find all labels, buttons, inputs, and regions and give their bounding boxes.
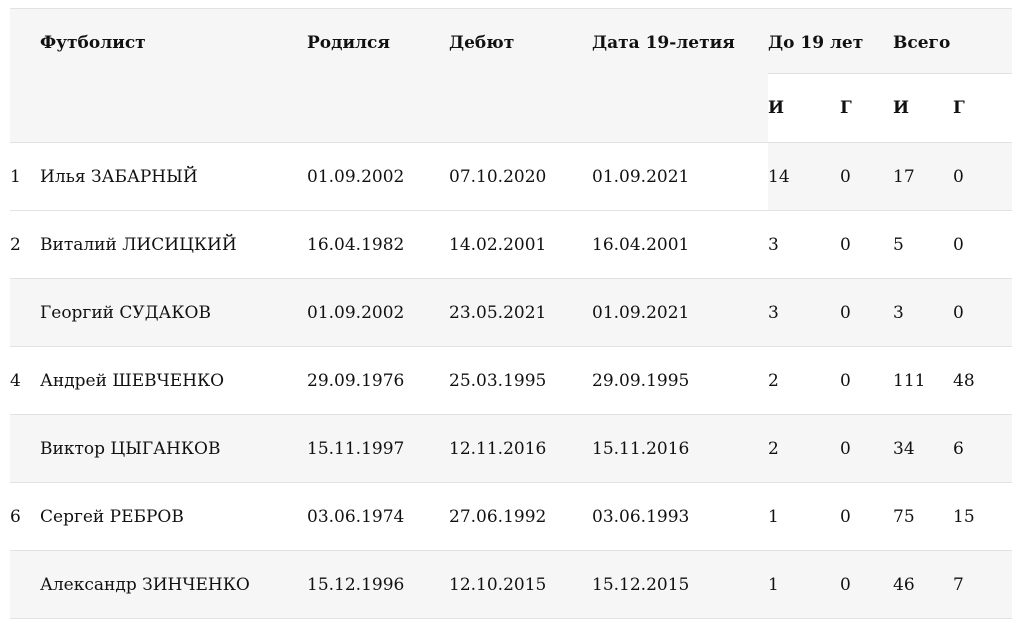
table-row: 4 Андрей ШЕВЧЕНКО 29.09.1976 25.03.1995 29.0… (10, 346, 1013, 415)
total-goals-cell: 48 (953, 346, 1013, 415)
player-name-cell: Сергей РЕБРОВ (40, 482, 307, 551)
total-matches-cell: 17 (893, 142, 954, 211)
total-matches-cell: 5 (893, 210, 954, 279)
total-matches-cell: 34 (893, 414, 954, 483)
row-number-cell: 6 (10, 482, 40, 551)
total-goals-cell: 0 (953, 210, 1013, 279)
debut-date-cell: 07.10.2020 (449, 142, 592, 211)
under19-goals-header: Г (840, 73, 894, 143)
player-column-header: Футболист (40, 8, 307, 143)
under19-matches-header: И (768, 73, 840, 143)
nineteenth-birthday-cell: 15.11.2016 (592, 414, 768, 483)
table-row: Георгий СУДАКОВ 01.09.2002 23.05.2021 01.09… (10, 278, 1013, 347)
row-number-cell: 2 (10, 210, 40, 279)
total-group-header: Всего (893, 8, 1013, 74)
born-column-header: Родился (307, 8, 449, 143)
born-date-cell: 01.09.2002 (307, 278, 449, 347)
nineteenth-birthday-cell: 15.12.2015 (592, 550, 768, 619)
total-goals-cell: 0 (953, 278, 1013, 347)
nineteenth-birthday-cell: 03.06.1993 (592, 482, 768, 551)
born-date-cell: 15.11.1997 (307, 414, 449, 483)
row-number-header (10, 8, 40, 143)
born-date-cell: 15.12.1996 (307, 550, 449, 619)
total-matches-cell: 111 (893, 346, 954, 415)
under19-goals-cell: 0 (840, 414, 894, 483)
total-goals-cell: 7 (953, 550, 1013, 619)
player-name-cell: Александр ЗИНЧЕНКО (40, 550, 307, 619)
nineteenth-birthday-cell: 01.09.2021 (592, 142, 768, 211)
born-date-cell: 03.06.1974 (307, 482, 449, 551)
debut-column-header: Дебют (449, 8, 592, 143)
row-number-cell (10, 278, 40, 347)
under19-goals-cell: 0 (840, 550, 894, 619)
nineteenth-birthday-cell: 16.04.2001 (592, 210, 768, 279)
total-matches-header: И (893, 73, 954, 143)
table-row: 2 Виталий ЛИСИЦКИЙ 16.04.1982 14.02.2001 16.… (10, 210, 1013, 279)
main-header-row: Футболист Родился Дебют Дата 19-летия До… (10, 8, 1013, 143)
born-date-cell: 01.09.2002 (307, 142, 449, 211)
table-row: Александр ЗИНЧЕНКО 15.12.1996 12.10.2015 15… (10, 550, 1013, 619)
table-row: 6 Сергей РЕБРОВ 03.06.1974 27.06.1992 03.06.… (10, 482, 1013, 551)
total-goals-cell: 0 (953, 142, 1013, 211)
row-number-cell: 1 (10, 142, 40, 211)
born-date-cell: 16.04.1982 (307, 210, 449, 279)
total-goals-header: Г (953, 73, 1013, 143)
under19-matches-cell: 3 (768, 210, 840, 279)
debut-date-cell: 27.06.1992 (449, 482, 592, 551)
table-row: Виктор ЦЫГАНКОВ 15.11.1997 12.11.2016 15.11… (10, 414, 1013, 483)
total-goals-cell: 6 (953, 414, 1013, 483)
under19-matches-cell: 3 (768, 278, 840, 347)
row-number-cell (10, 550, 40, 619)
debut-date-cell: 14.02.2001 (449, 210, 592, 279)
under19-goals-cell: 0 (840, 346, 894, 415)
row-number-cell (10, 414, 40, 483)
table-body: 1 Илья ЗАБАРНЫЙ 01.09.2002 07.10.2020 01.09.… (10, 142, 1013, 619)
players-table-container: Футболист Родился Дебют Дата 19-летия До… (10, 8, 1013, 619)
sub-header-row: И Г И Г (10, 73, 1013, 143)
under19-goals-cell: 0 (840, 210, 894, 279)
born-date-cell: 29.09.1976 (307, 346, 449, 415)
under19-goals-cell: 0 (840, 482, 894, 551)
player-name-cell: Виталий ЛИСИЦКИЙ (40, 210, 307, 279)
total-matches-cell: 75 (893, 482, 954, 551)
player-name-cell: Андрей ШЕВЧЕНКО (40, 346, 307, 415)
nineteenth-birthday-cell: 29.09.1995 (592, 346, 768, 415)
under19-goals-cell: 0 (840, 142, 894, 211)
debut-date-cell: 25.03.1995 (449, 346, 592, 415)
player-name-cell: Виктор ЦЫГАНКОВ (40, 414, 307, 483)
nineteenth-birthday-column-header: Дата 19-летия (592, 8, 768, 143)
under19-group-header: До 19 лет (768, 8, 894, 74)
under19-matches-cell: 2 (768, 414, 840, 483)
under19-matches-cell: 1 (768, 482, 840, 551)
player-name-cell: Георгий СУДАКОВ (40, 278, 307, 347)
row-number-cell: 4 (10, 346, 40, 415)
player-name-cell: Илья ЗАБАРНЫЙ (40, 142, 307, 211)
table-header: Футболист Родился Дебют Дата 19-летия До… (10, 8, 1013, 143)
debut-date-cell: 23.05.2021 (449, 278, 592, 347)
debut-date-cell: 12.11.2016 (449, 414, 592, 483)
under19-matches-cell: 1 (768, 550, 840, 619)
under19-matches-cell: 2 (768, 346, 840, 415)
under19-goals-cell: 0 (840, 278, 894, 347)
total-matches-cell: 46 (893, 550, 954, 619)
debut-date-cell: 12.10.2015 (449, 550, 592, 619)
under19-matches-cell: 14 (768, 142, 840, 211)
total-goals-cell: 15 (953, 482, 1013, 551)
total-matches-cell: 3 (893, 278, 954, 347)
table-row: 1 Илья ЗАБАРНЫЙ 01.09.2002 07.10.2020 01.09.… (10, 142, 1013, 211)
nineteenth-birthday-cell: 01.09.2021 (592, 278, 768, 347)
players-stats-table: Футболист Родился Дебют Дата 19-летия До… (10, 8, 1013, 619)
